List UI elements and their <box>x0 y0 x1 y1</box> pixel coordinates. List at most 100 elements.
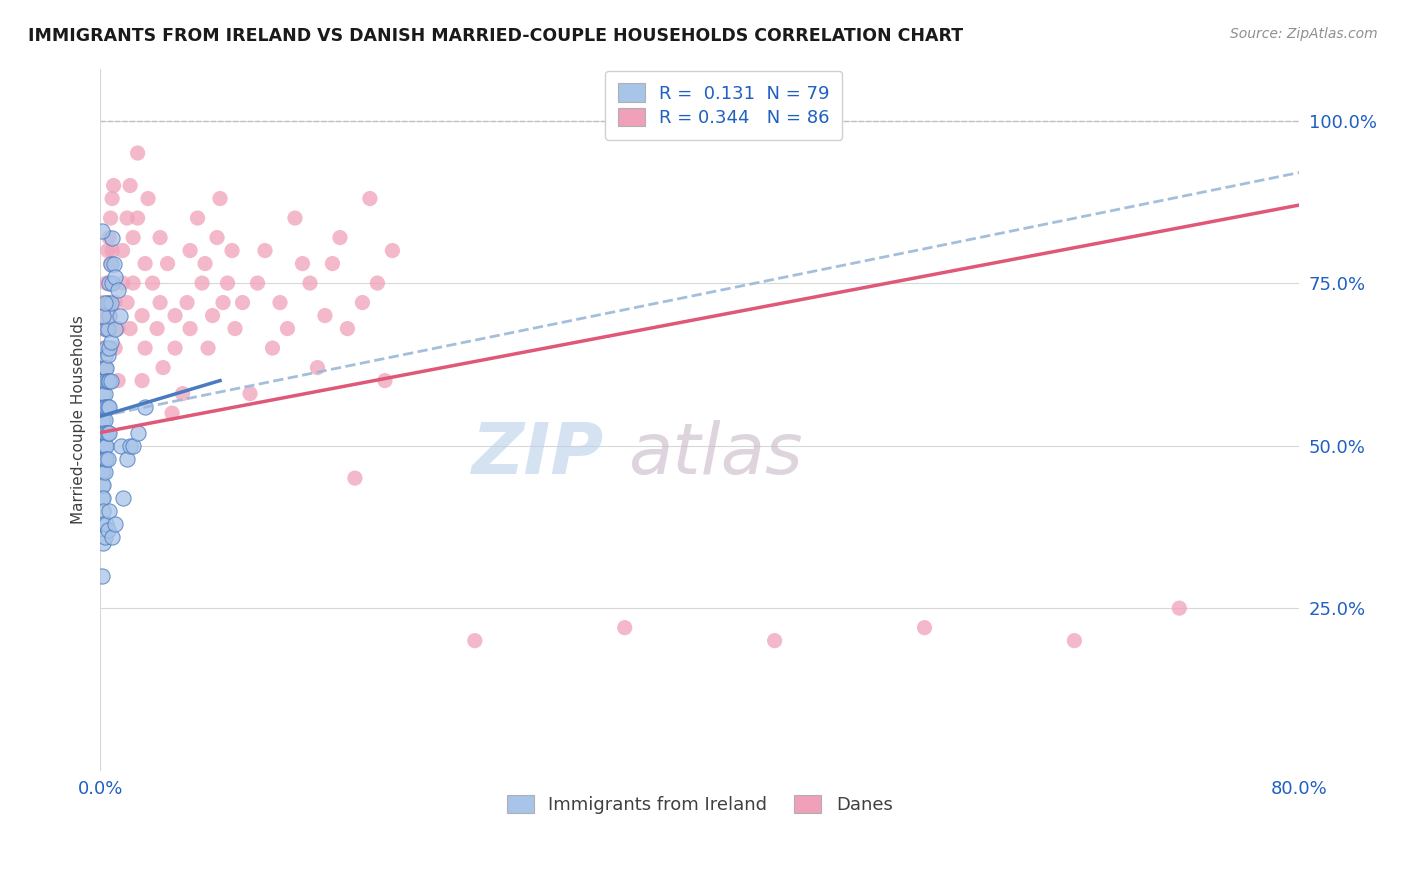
Point <box>134 400 156 414</box>
Point <box>1063 633 1085 648</box>
Point <box>197 341 219 355</box>
Point <box>176 295 198 310</box>
Point <box>103 178 125 193</box>
Point <box>90 400 112 414</box>
Point <box>165 309 187 323</box>
Point <box>91 374 114 388</box>
Point <box>298 276 321 290</box>
Point <box>98 374 121 388</box>
Point <box>94 341 117 355</box>
Point <box>91 400 114 414</box>
Point <box>284 211 307 225</box>
Point <box>104 295 127 310</box>
Point <box>93 425 115 440</box>
Point <box>98 309 121 323</box>
Point <box>93 451 115 466</box>
Point <box>205 230 228 244</box>
Point <box>90 412 112 426</box>
Point <box>146 321 169 335</box>
Point <box>336 321 359 335</box>
Point <box>131 309 153 323</box>
Point <box>94 321 117 335</box>
Text: IMMIGRANTS FROM IRELAND VS DANISH MARRIED-COUPLE HOUSEHOLDS CORRELATION CHART: IMMIGRANTS FROM IRELAND VS DANISH MARRIE… <box>28 27 963 45</box>
Point <box>100 256 122 270</box>
Point <box>142 276 165 290</box>
Point <box>91 309 114 323</box>
Point <box>110 439 132 453</box>
Point <box>104 516 127 531</box>
Legend: Immigrants from Ireland, Danes: Immigrants from Ireland, Danes <box>496 784 904 825</box>
Point <box>1168 601 1191 615</box>
Point <box>115 211 138 225</box>
Point <box>93 360 115 375</box>
Point <box>149 230 172 244</box>
Point <box>90 321 112 335</box>
Point <box>104 341 127 355</box>
Point <box>381 244 404 258</box>
Point <box>359 192 381 206</box>
Point <box>97 523 120 537</box>
Point <box>94 439 117 453</box>
Point <box>120 321 142 335</box>
Point <box>122 276 145 290</box>
Point <box>91 386 114 401</box>
Point <box>93 309 115 323</box>
Point <box>314 309 336 323</box>
Point <box>100 374 122 388</box>
Point <box>98 309 121 323</box>
Point <box>107 283 129 297</box>
Point <box>101 192 124 206</box>
Point <box>98 276 121 290</box>
Point <box>93 386 115 401</box>
Point <box>90 224 112 238</box>
Point <box>91 295 114 310</box>
Point <box>307 360 329 375</box>
Point <box>115 295 138 310</box>
Point <box>90 477 112 491</box>
Point <box>101 276 124 290</box>
Point <box>97 295 120 310</box>
Point <box>136 192 159 206</box>
Point <box>127 211 149 225</box>
Text: Source: ZipAtlas.com: Source: ZipAtlas.com <box>1230 27 1378 41</box>
Point <box>93 295 115 310</box>
Point <box>98 503 121 517</box>
Point <box>90 451 112 466</box>
Point <box>93 400 115 414</box>
Point <box>101 244 124 258</box>
Point <box>191 276 214 290</box>
Point <box>91 536 114 550</box>
Point <box>97 374 120 388</box>
Point <box>97 400 120 414</box>
Point <box>90 465 112 479</box>
Point <box>276 321 298 335</box>
Point <box>262 341 284 355</box>
Point <box>97 295 120 310</box>
Point <box>329 230 352 244</box>
Point <box>208 192 231 206</box>
Point <box>152 360 174 375</box>
Point <box>111 276 134 290</box>
Point <box>94 276 117 290</box>
Point <box>374 374 396 388</box>
Point <box>179 321 201 335</box>
Point <box>231 295 253 310</box>
Point <box>194 256 217 270</box>
Point <box>103 256 125 270</box>
Point <box>93 439 115 453</box>
Point <box>91 516 114 531</box>
Point <box>160 406 183 420</box>
Point <box>343 471 366 485</box>
Point <box>131 374 153 388</box>
Point <box>104 269 127 284</box>
Point <box>239 386 262 401</box>
Point <box>613 621 636 635</box>
Point <box>212 295 235 310</box>
Point <box>93 465 115 479</box>
Point <box>224 321 246 335</box>
Point <box>97 321 120 335</box>
Point <box>111 244 134 258</box>
Point <box>172 386 194 401</box>
Point <box>91 341 114 355</box>
Point <box>108 309 131 323</box>
